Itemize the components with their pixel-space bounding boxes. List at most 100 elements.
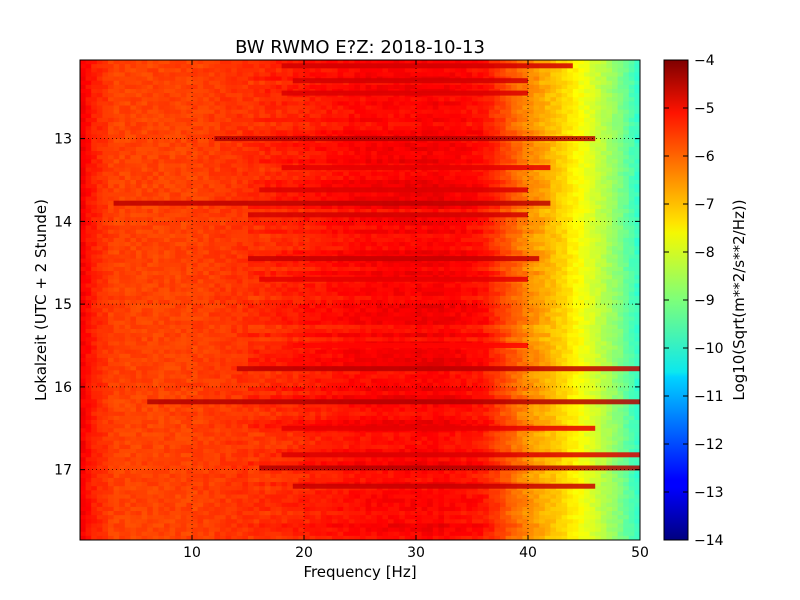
- heatmap-cell: [393, 233, 400, 239]
- heatmap-cell: [80, 258, 87, 264]
- heatmap-cell: [612, 167, 619, 173]
- heatmap-cell: [399, 180, 406, 185]
- heatmap-cell: [561, 180, 568, 185]
- heatmap-cell: [371, 204, 378, 210]
- heatmap-cell: [164, 88, 171, 94]
- heatmap-cell: [483, 155, 490, 160]
- heatmap-cell: [606, 200, 613, 206]
- heatmap-cell: [186, 192, 193, 198]
- heatmap-cell: [175, 188, 182, 194]
- heatmap-cell: [264, 262, 271, 268]
- heatmap-cell: [220, 97, 227, 102]
- heatmap-cell: [444, 192, 451, 198]
- heatmap-cell: [164, 188, 171, 194]
- heatmap-cell: [164, 60, 171, 65]
- heatmap-cell: [259, 93, 266, 98]
- heatmap-cell: [634, 64, 640, 69]
- heatmap-cell: [214, 64, 221, 69]
- heatmap-cell: [494, 175, 501, 181]
- heatmap-cell: [231, 180, 238, 185]
- heatmap-cell: [612, 130, 619, 136]
- heatmap-cell: [494, 204, 501, 210]
- heatmap-cell: [203, 155, 210, 160]
- heatmap-cell: [91, 213, 98, 218]
- heatmap-cell: [617, 72, 624, 78]
- heatmap-cell: [589, 184, 596, 189]
- heatmap-cell: [522, 60, 529, 65]
- heatmap-cell: [264, 122, 271, 127]
- heatmap-cell: [606, 122, 613, 127]
- heatmap-cell: [623, 88, 630, 94]
- heatmap-cell: [136, 180, 143, 185]
- heatmap-cell: [214, 237, 221, 243]
- heatmap-cell: [382, 97, 389, 102]
- heatmap-cell: [96, 117, 103, 123]
- heatmap-cell: [197, 262, 204, 268]
- heatmap-cell: [556, 200, 563, 206]
- heatmap-cell: [421, 130, 428, 136]
- heatmap-cell: [556, 204, 563, 210]
- heatmap-cell: [253, 171, 260, 177]
- heatmap-cell: [80, 76, 87, 82]
- heatmap-cell: [432, 217, 439, 222]
- heatmap-cell: [130, 126, 137, 131]
- heatmap-cell: [376, 130, 383, 136]
- heatmap-cell: [371, 109, 378, 115]
- heatmap-cell: [124, 76, 131, 82]
- heatmap-cell: [584, 146, 591, 152]
- heatmap-cell: [404, 60, 411, 65]
- heatmap-cell: [326, 117, 333, 123]
- heatmap-cell: [522, 146, 529, 152]
- heatmap-cell: [628, 88, 635, 94]
- heatmap-cell: [427, 171, 434, 177]
- heatmap-cell: [231, 88, 238, 94]
- heatmap-cell: [85, 101, 92, 107]
- heatmap-cell: [309, 101, 316, 107]
- heatmap-cell: [236, 196, 243, 202]
- heatmap-cell: [292, 175, 299, 181]
- heatmap-cell: [298, 159, 305, 165]
- heatmap-cell: [376, 60, 383, 65]
- heatmap-cell: [550, 105, 557, 111]
- heatmap-cell: [119, 88, 126, 94]
- heatmap-cell: [466, 126, 473, 131]
- heatmap-cell: [572, 262, 579, 268]
- heatmap-cell: [634, 258, 640, 264]
- heatmap-cell: [444, 184, 451, 189]
- heatmap-cell: [276, 225, 283, 231]
- heatmap-cell: [589, 126, 596, 131]
- heatmap-cell: [595, 97, 602, 102]
- heatmap-cell: [152, 93, 159, 98]
- heatmap-cell: [130, 122, 137, 127]
- heatmap-cell: [220, 130, 227, 136]
- heatmap-cell: [242, 192, 249, 198]
- heatmap-cell: [186, 109, 193, 115]
- heatmap-cell: [242, 180, 249, 185]
- heatmap-cell: [466, 68, 473, 74]
- heatmap-cell: [203, 196, 210, 202]
- heatmap-cell: [572, 225, 579, 231]
- heatmap-cell: [572, 60, 579, 65]
- heatmap-cell: [175, 122, 182, 127]
- heatmap-cell: [382, 175, 389, 181]
- heatmap-cell: [444, 171, 451, 177]
- heatmap-cell: [421, 117, 428, 123]
- heatmap-cell: [600, 113, 607, 119]
- heatmap-cell: [500, 126, 507, 131]
- heatmap-cell: [320, 97, 327, 102]
- heatmap-cell: [141, 233, 148, 239]
- heatmap-cell: [606, 130, 613, 136]
- heatmap-cell: [119, 196, 126, 202]
- heatmap-cell: [511, 60, 518, 65]
- heatmap-cell: [617, 142, 624, 148]
- heatmap-cell: [96, 159, 103, 165]
- heatmap-cell: [365, 142, 372, 148]
- heatmap-cell: [169, 105, 176, 111]
- heatmap-cell: [505, 225, 512, 231]
- heatmap-cell: [337, 97, 344, 102]
- heatmap-cell: [500, 225, 507, 231]
- heatmap-cell: [539, 142, 546, 148]
- heatmap-cell: [360, 84, 367, 90]
- heatmap-cell: [600, 151, 607, 156]
- heatmap-cell: [80, 126, 87, 131]
